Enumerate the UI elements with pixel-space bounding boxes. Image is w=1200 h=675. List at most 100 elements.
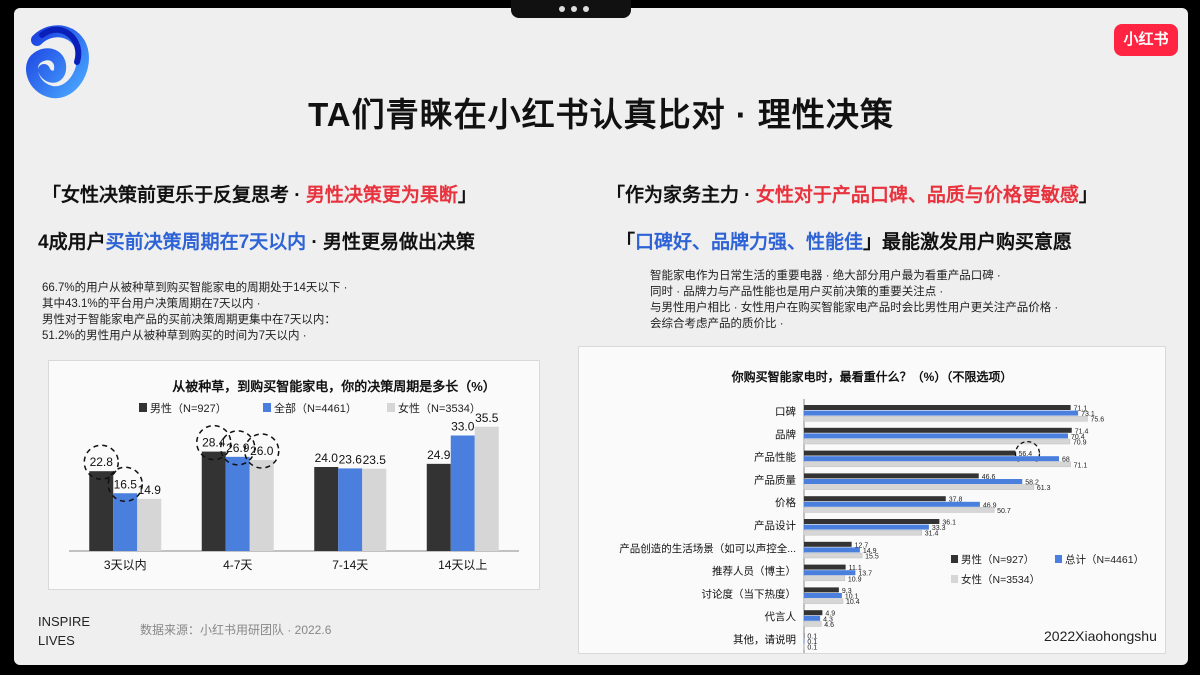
data-label: 22.8: [90, 455, 114, 469]
legend-swatch: [951, 555, 958, 563]
bar: [804, 473, 979, 479]
bar: [804, 501, 980, 507]
bar: [426, 463, 451, 551]
data-label: 10.9: [848, 576, 862, 583]
category-label: 讨论度（当下热度）: [702, 587, 797, 600]
data-label: 26.9: [226, 441, 250, 455]
left-headline-1: 「女性决策前更乐于反复思考 · 男性决策更为果断」: [42, 185, 477, 206]
data-label: 11.1: [849, 565, 862, 572]
legend-swatch: [139, 403, 147, 412]
bar: [803, 621, 822, 627]
category-label: 7-14天: [332, 558, 368, 572]
window-menu-dots[interactable]: [511, 0, 631, 18]
data-label: 14.9: [863, 548, 877, 555]
bar: [803, 598, 844, 604]
bar: [803, 461, 1071, 468]
data-label: 10.4: [846, 599, 860, 606]
highlight-circle: [83, 444, 119, 480]
bar: [362, 468, 387, 551]
data-label: 13.7: [858, 571, 872, 578]
bar: [474, 426, 499, 551]
chart-title: 你购买智能家电时，最看重什么？（%）（不限选项）: [731, 369, 1013, 384]
category-label: 推荐人员（博主）: [712, 565, 796, 578]
bar: [803, 529, 922, 536]
right-notes: 智能家电作为日常生活的重要电器 · 绝大部分用户最为看重产品口碑 · 同时 · …: [650, 270, 1059, 330]
data-label: 70.9: [1073, 440, 1087, 447]
bar: [803, 438, 1071, 445]
highlight-circle: [244, 433, 280, 469]
dot-icon: [559, 6, 565, 12]
category-label: 14天以上: [438, 558, 487, 572]
data-label: 4.3: [823, 616, 833, 623]
data-label: 31.4: [925, 531, 939, 538]
data-label: 23.5: [363, 453, 387, 467]
bar: [803, 415, 1088, 422]
category-label: 产品设计: [754, 519, 796, 532]
dot-icon: [571, 6, 577, 12]
bar: [804, 433, 1068, 439]
decision-cycle-chart: 从被种草，到购买智能家电，你的决策周期是多长（%） 男性（N=927） 全部（N=4…: [48, 360, 540, 590]
bar: [804, 610, 823, 616]
data-label: 24.0: [315, 451, 339, 465]
bar: [804, 410, 1079, 416]
data-label: 33.0: [451, 420, 475, 434]
bar: [804, 427, 1072, 433]
left-headline-2: 4成用户买前决策周期在7天以内 · 男性更易做出决策: [38, 232, 476, 253]
data-label: 73.1: [1081, 411, 1095, 418]
bar: [804, 524, 929, 530]
data-label: 15.5: [865, 554, 879, 561]
data-label: 28.4: [202, 436, 226, 450]
bar: [201, 451, 226, 551]
data-label: 0.1: [807, 645, 817, 652]
bar: [314, 467, 339, 551]
legend-swatch: [1055, 555, 1062, 563]
legend-swatch: [951, 575, 958, 583]
bar: [804, 593, 842, 598]
bar: [338, 468, 363, 551]
data-label: 71.4: [1075, 428, 1089, 435]
highlight-circle: [196, 424, 232, 461]
data-label: 75.6: [1091, 417, 1105, 424]
xiaohongshu-logo: 小红书: [1114, 24, 1178, 56]
data-label: 4.6: [824, 622, 834, 629]
decision-cycle-chart-svg: 从被种草，到购买智能家电，你的决策周期是多长（%） 男性（N=927） 全部（N=4…: [69, 379, 519, 572]
data-label: 56.4: [1019, 451, 1033, 458]
category-label: 其他，请说明: [733, 633, 796, 646]
bar: [804, 405, 1071, 410]
page-title: TA们青睐在小红书认真比对 · 理性决策: [308, 96, 894, 133]
left-notes: 66.7%的用户从被种草到购买智能家电的周期处于14天以下 · 其中43.1%的…: [42, 282, 348, 342]
right-headline-2: 「口碑好、品牌力强、性能佳」最能激发用户购买意愿: [616, 232, 1073, 253]
data-label: 0.1: [807, 639, 817, 646]
bar: [803, 575, 846, 582]
chart-title: 从被种草，到购买智能家电，你的决策周期是多长（%）: [172, 379, 496, 394]
bar: [803, 552, 863, 559]
data-label: 33.3: [932, 525, 946, 532]
legend-label: 女性（N=3534）: [961, 573, 1040, 586]
data-label: 46.6: [982, 474, 996, 481]
bar: [113, 493, 138, 551]
bar: [804, 456, 1059, 462]
data-label: 10.1: [845, 594, 859, 601]
bar: [804, 615, 821, 621]
bar: [225, 456, 250, 551]
bar: [804, 570, 856, 576]
category-label: 产品创造的生活场景（如可以声控全...: [619, 542, 796, 555]
slide: 小红书 TA们青睐在小红书认真比对 · 理性决策 「女性决策前更乐于反复思考 ·…: [14, 8, 1188, 665]
category-label: 4-7天: [223, 558, 252, 572]
data-label: 70.4: [1071, 434, 1085, 441]
data-label: 71.1: [1074, 462, 1088, 469]
category-label: 3天以内: [104, 558, 147, 572]
data-label: 9.3: [842, 588, 852, 595]
bar: [804, 496, 946, 502]
data-label: 26.0: [250, 444, 274, 458]
bar: [804, 450, 1016, 456]
data-label: 36.1: [942, 520, 956, 527]
inspire-lives-tagline: INSPIRE LIVES: [38, 614, 91, 648]
bar: [803, 507, 995, 513]
data-label: 14.9: [138, 483, 162, 497]
bar: [804, 547, 860, 553]
ribbon-logo-icon: [26, 25, 89, 99]
data-label: 58.2: [1025, 480, 1039, 487]
highlight-circle: [1014, 440, 1041, 467]
data-label: 35.5: [475, 411, 499, 425]
